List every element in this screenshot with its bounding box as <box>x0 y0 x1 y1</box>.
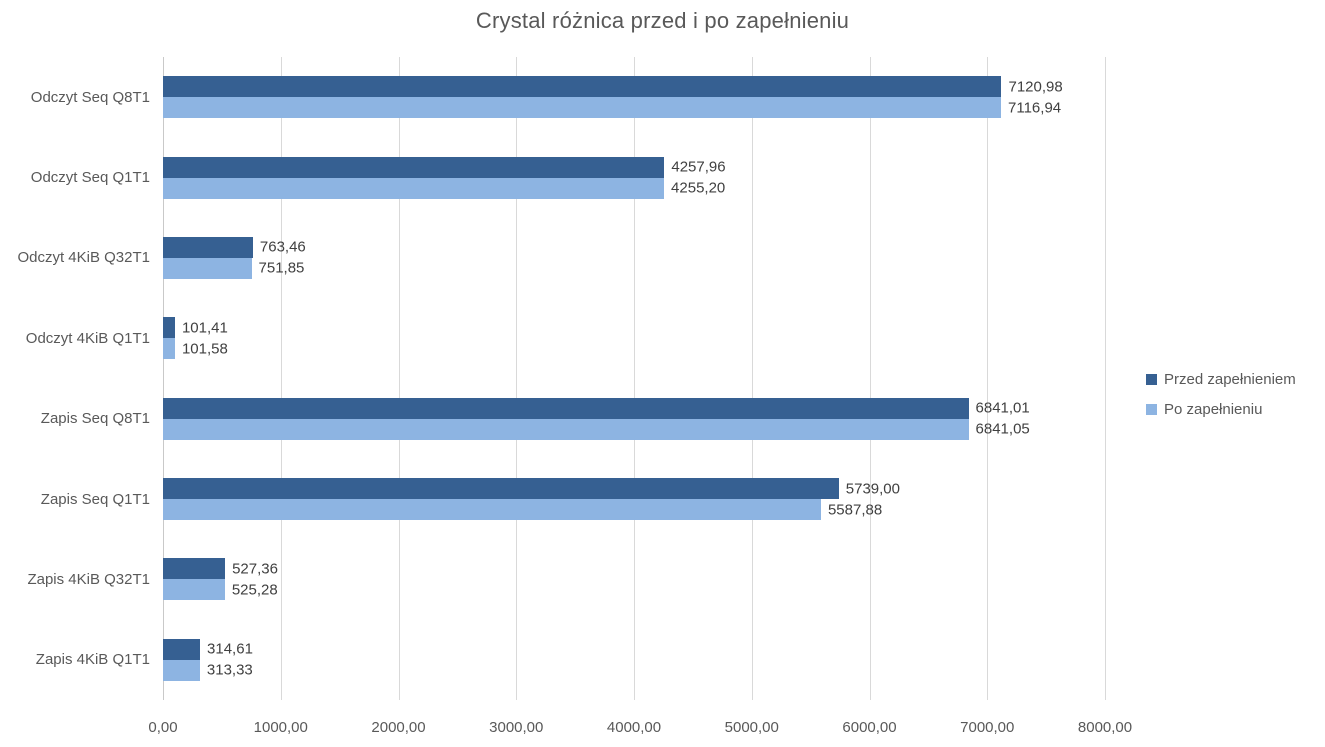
bar <box>163 478 839 500</box>
category-label: Odczyt Seq Q8T1 <box>30 88 150 106</box>
gridline <box>1105 57 1106 700</box>
gridline <box>751 57 753 700</box>
legend-swatch <box>1146 374 1157 385</box>
bar <box>163 659 200 681</box>
gridline <box>398 57 400 700</box>
gridline <box>634 57 635 700</box>
legend-label: Przed zapełnieniem <box>1164 371 1296 388</box>
data-label: 5739,00 <box>845 480 900 498</box>
x-tick-label: 5000,00 <box>724 719 779 736</box>
bar <box>163 418 969 440</box>
category-label: Odczyt 4KiB Q1T1 <box>25 329 150 347</box>
bar-group-row: 5739,00 5587,88 <box>163 459 1105 539</box>
bar-group-row: 101,41 101,58 <box>163 298 1105 378</box>
legend-label: Po zapełnieniu <box>1164 401 1263 418</box>
plot-area: 7120,98 7116,94 4257,96 4255,20 763,46 751,85… <box>163 57 1106 700</box>
y-axis-category-labels: Odczyt Seq Q8T1 Odczyt Seq Q1T1 Odczyt 4Ki… <box>0 57 150 700</box>
bar-wrap: 314,61 <box>163 638 1105 660</box>
bar-group-row: 4257,96 4255,20 <box>163 137 1105 217</box>
bar-wrap: 5739,00 <box>163 478 1105 500</box>
bar-wrap: 763,46 <box>163 236 1105 258</box>
bar-group-row: 7120,98 7116,94 <box>163 57 1105 137</box>
gridline <box>987 57 989 700</box>
data-label: 6841,01 <box>975 399 1030 417</box>
data-label: 6841,05 <box>975 420 1030 438</box>
category-label: Odczyt 4KiB Q32T1 <box>17 249 150 267</box>
bar-group-row: 527,36 525,28 <box>163 539 1105 619</box>
bar <box>163 499 821 521</box>
data-label: 313,33 <box>206 661 253 679</box>
gridline <box>280 57 282 700</box>
x-tick-label: 8000,00 <box>1077 719 1133 736</box>
data-label: 527,36 <box>232 560 278 578</box>
data-label: 5587,88 <box>827 501 883 519</box>
y-axis-line <box>163 57 164 700</box>
data-label: 101,58 <box>181 340 228 358</box>
bar-wrap: 525,28 <box>163 579 1105 601</box>
bar-wrap: 7120,98 <box>163 76 1105 98</box>
legend-item: Przed zapełnieniem <box>1146 371 1296 388</box>
data-label: 314,61 <box>207 640 253 658</box>
category-label: Zapis 4KiB Q1T1 <box>35 651 150 669</box>
bar <box>163 558 226 580</box>
data-label: 763,46 <box>259 238 306 256</box>
bar <box>163 177 665 199</box>
bar <box>163 236 253 258</box>
data-label: 7116,94 <box>1008 99 1062 117</box>
x-tick-label: 0,00 <box>148 719 178 736</box>
bar-wrap: 6841,01 <box>163 397 1105 419</box>
chart-title: Crystal różnica przed i po zapełnieniu <box>475 8 850 33</box>
bar-wrap: 527,36 <box>163 558 1105 580</box>
bar-wrap: 6841,05 <box>163 418 1105 440</box>
x-tick-label: 4000,00 <box>606 719 662 736</box>
bar <box>163 317 175 339</box>
gridline <box>516 57 518 700</box>
x-tick-label: 1000,00 <box>253 719 308 736</box>
bar-wrap: 751,85 <box>163 257 1105 279</box>
x-axis-tick-labels: 0,00 1000,00 2000,00 3000,00 4000,00 5000,00 6… <box>0 719 1325 743</box>
bar <box>163 579 225 601</box>
legend-item: Po zapełnieniu <box>1146 401 1296 418</box>
bar <box>163 76 1002 98</box>
bar-wrap: 4255,20 <box>163 177 1105 199</box>
x-tick-label: 6000,00 <box>842 719 897 736</box>
bar-wrap: 101,41 <box>163 317 1105 339</box>
bar-group-row: 6841,01 6841,05 <box>163 379 1105 459</box>
legend: Przed zapełnieniem Po zapełnieniu <box>1146 371 1296 431</box>
bar-wrap: 5587,88 <box>163 499 1105 521</box>
data-label: 101,41 <box>181 319 228 337</box>
bar-wrap: 313,33 <box>163 659 1105 681</box>
gridline <box>869 57 871 700</box>
data-label: 4255,20 <box>671 179 726 197</box>
bar-wrap: 7116,94 <box>163 97 1105 119</box>
bar-group-row: 314,61 313,33 <box>163 620 1105 700</box>
x-tick-label: 7000,00 <box>960 719 1015 736</box>
bar <box>163 156 665 178</box>
category-label: Odczyt Seq Q1T1 <box>30 169 150 187</box>
category-label: Zapis Seq Q1T1 <box>40 490 150 508</box>
bar <box>163 97 1002 119</box>
data-label: 4257,96 <box>671 158 726 176</box>
category-label: Zapis 4KiB Q32T1 <box>27 570 150 588</box>
legend-swatch <box>1146 404 1157 415</box>
bar-wrap: 101,58 <box>163 338 1105 360</box>
bar-wrap: 4257,96 <box>163 156 1105 178</box>
x-tick-label: 2000,00 <box>371 719 426 736</box>
bar <box>163 338 175 360</box>
data-label: 525,28 <box>231 581 278 599</box>
data-label: 751,85 <box>258 259 305 277</box>
bar-group-row: 763,46 751,85 <box>163 218 1105 298</box>
data-label: 7120,98 <box>1008 78 1063 96</box>
bar <box>163 397 969 419</box>
x-tick-label: 3000,00 <box>489 719 544 736</box>
category-label: Zapis Seq Q8T1 <box>40 410 150 428</box>
bar <box>163 257 252 279</box>
bar <box>163 638 201 660</box>
